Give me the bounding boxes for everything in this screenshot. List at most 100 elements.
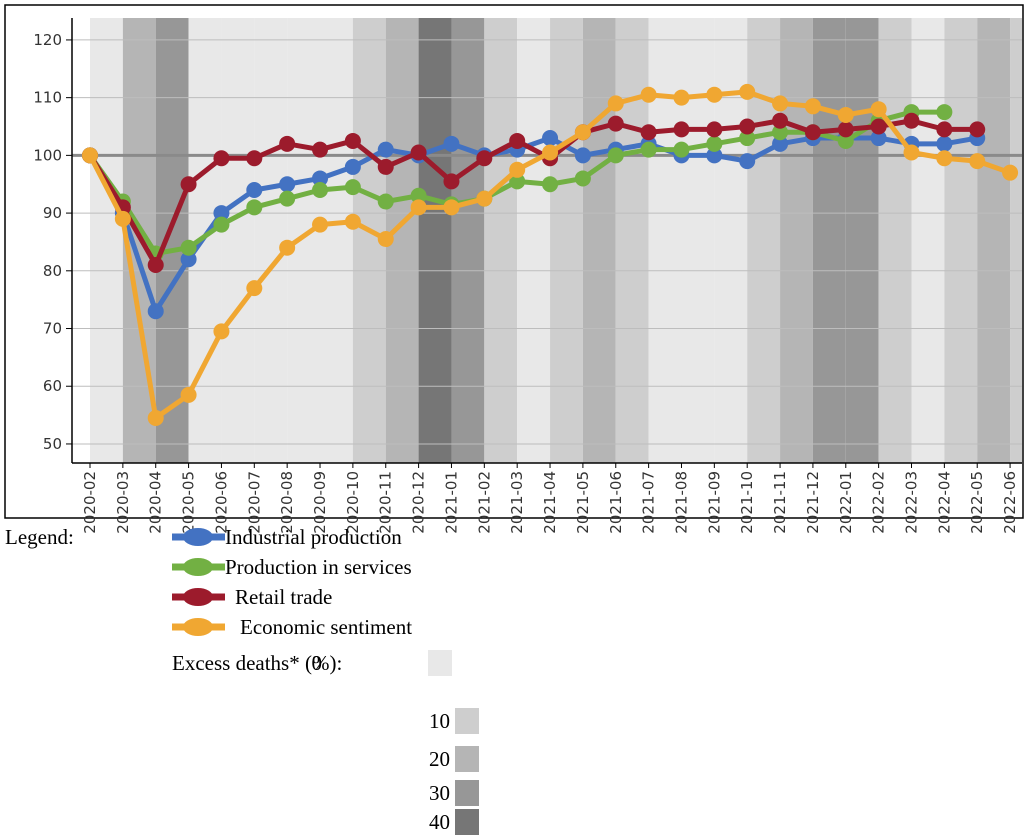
data-point	[476, 190, 493, 207]
data-point	[640, 124, 657, 141]
x-tick-label: 2020-02	[81, 471, 99, 534]
x-tick-label: 2022-05	[968, 471, 986, 534]
data-point	[574, 147, 591, 164]
excess-deaths-band	[714, 18, 748, 463]
x-tick-label: 2021-05	[574, 471, 592, 534]
data-point	[574, 170, 591, 187]
legend-marker	[183, 588, 213, 606]
excess-deaths-band	[681, 18, 715, 463]
data-point	[180, 251, 197, 268]
excess-deaths-band	[418, 18, 452, 463]
shading-swatch	[455, 746, 479, 772]
data-point	[804, 124, 821, 141]
data-point	[772, 124, 789, 141]
excess-deaths-band	[878, 18, 912, 463]
data-point	[312, 181, 329, 198]
x-tick-label: 2020-12	[410, 471, 428, 534]
x-tick-label: 2022-01	[837, 471, 855, 534]
data-point	[903, 112, 920, 129]
data-point	[410, 199, 427, 216]
data-point	[936, 121, 953, 138]
y-tick-label: 70	[43, 320, 62, 338]
data-point	[476, 150, 493, 167]
excess-deaths-band	[484, 18, 518, 463]
data-point	[640, 141, 657, 158]
y-tick-label: 110	[33, 89, 62, 107]
data-point	[213, 323, 230, 340]
data-point	[443, 135, 460, 152]
shading-title: Excess deaths* (%):	[172, 651, 342, 675]
data-point	[279, 135, 296, 152]
data-point	[936, 135, 953, 152]
data-point	[279, 190, 296, 207]
excess-deaths-band	[90, 18, 123, 463]
data-point	[312, 216, 329, 233]
data-point	[509, 173, 526, 190]
data-point	[344, 179, 361, 196]
y-tick-label: 90	[43, 204, 62, 222]
data-point	[213, 150, 230, 167]
excess-deaths-band	[155, 18, 189, 463]
data-point	[739, 118, 756, 135]
shading-swatch	[455, 809, 479, 835]
x-tick-label: 2021-01	[442, 471, 460, 534]
data-point	[936, 150, 953, 167]
excess-deaths-band	[911, 18, 945, 463]
data-point	[903, 144, 920, 161]
data-point	[180, 176, 197, 193]
data-point	[377, 141, 394, 158]
data-point	[936, 104, 953, 121]
data-point	[509, 161, 526, 178]
shading-swatch	[455, 708, 479, 734]
data-point	[542, 176, 559, 193]
data-point	[246, 199, 263, 216]
data-point	[870, 118, 887, 135]
data-point	[410, 144, 427, 161]
legend-marker	[183, 558, 213, 576]
excess-deaths-band	[845, 18, 879, 463]
shading-level-label: 30	[429, 781, 450, 805]
data-point	[443, 173, 460, 190]
data-point	[870, 130, 887, 147]
x-tick-label: 2020-03	[114, 471, 132, 534]
data-point	[739, 130, 756, 147]
x-tick-label: 2021-11	[771, 471, 789, 534]
data-point	[542, 130, 559, 147]
y-tick-label: 120	[33, 31, 62, 49]
excess-deaths-band	[320, 18, 353, 463]
data-point	[673, 121, 690, 138]
x-tick-label: 2021-02	[475, 471, 493, 534]
shading-swatch	[455, 780, 479, 806]
data-point	[837, 132, 854, 149]
x-tick-label: 2020-07	[245, 471, 263, 534]
legend-label: Retail trade	[235, 585, 332, 609]
data-point	[246, 280, 263, 297]
x-tick-label: 2021-09	[705, 471, 723, 534]
shading-level-label: 20	[429, 747, 450, 771]
y-tick-label: 80	[43, 262, 62, 280]
data-point	[147, 303, 164, 320]
x-tick-label: 2020-11	[377, 471, 395, 534]
excess-deaths-band	[812, 18, 846, 463]
data-point	[739, 153, 756, 170]
legend-marker	[183, 618, 213, 636]
legend-label: Industrial production	[225, 525, 402, 549]
data-point	[246, 181, 263, 198]
data-point	[574, 124, 591, 141]
data-point	[969, 121, 986, 138]
x-tick-label: 2022-04	[935, 471, 953, 534]
data-point	[706, 147, 723, 164]
y-tick-label: 50	[43, 435, 62, 453]
excess-deaths-band	[550, 18, 583, 463]
data-point	[377, 193, 394, 210]
x-tick-label: 2020-05	[180, 471, 198, 534]
data-point	[114, 210, 131, 227]
data-point	[147, 257, 164, 274]
data-point	[772, 135, 789, 152]
excess-deaths-band	[944, 18, 978, 463]
x-tick-label: 2020-09	[311, 471, 329, 534]
excess-deaths-band	[451, 18, 485, 463]
x-tick-label: 2022-06	[1001, 471, 1019, 534]
data-point	[377, 158, 394, 175]
data-point	[607, 115, 624, 132]
